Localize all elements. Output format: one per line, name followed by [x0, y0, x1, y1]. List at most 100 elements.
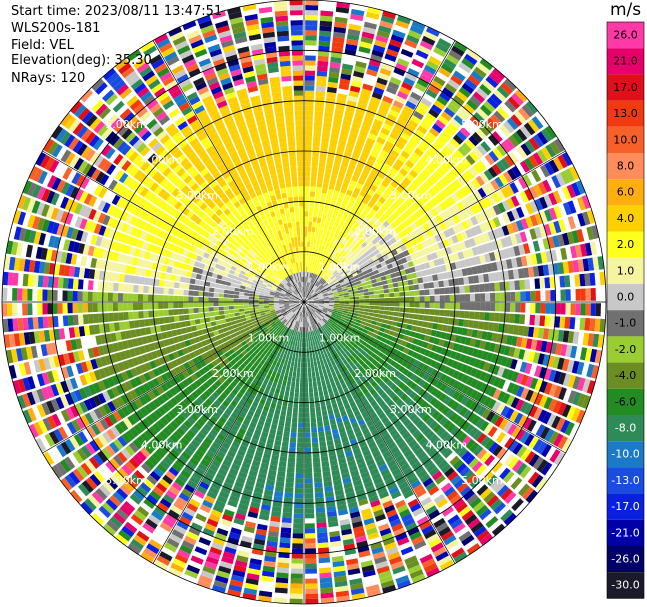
- range-gate: [333, 341, 339, 347]
- range-gate: [220, 463, 230, 472]
- range-gate: [332, 311, 338, 315]
- range-gate: [305, 553, 317, 559]
- range-gate: [509, 280, 516, 291]
- range-gate: [553, 138, 565, 153]
- range-gate: [380, 275, 387, 281]
- range-gate: [560, 419, 571, 434]
- range-gate: [414, 465, 425, 475]
- range-gate: [133, 510, 147, 522]
- range-gate: [351, 80, 362, 88]
- range-gate: [320, 287, 325, 291]
- range-gate: [393, 527, 406, 537]
- range-gate: [420, 455, 430, 465]
- range-gate: [386, 334, 394, 341]
- range-gate: [407, 247, 415, 255]
- range-gate: [289, 334, 293, 341]
- range-gate: [259, 353, 266, 359]
- range-gate: [463, 276, 470, 285]
- range-gate: [261, 575, 274, 583]
- range-gate: [322, 126, 331, 133]
- range-gate: [353, 222, 360, 229]
- range-gate: [455, 90, 468, 102]
- range-gate: [262, 355, 269, 361]
- range-gate: [495, 292, 501, 302]
- range-gate: [323, 116, 333, 123]
- range-gate: [379, 306, 385, 311]
- range-gate: [496, 403, 506, 415]
- range-gate: [337, 421, 344, 429]
- range-gate: [375, 377, 382, 384]
- range-gate: [203, 390, 212, 398]
- range-gate: [381, 404, 390, 412]
- range-gate: [318, 557, 331, 564]
- range-gate: [208, 445, 218, 455]
- range-gate: [325, 314, 331, 319]
- range-gate: [208, 513, 221, 523]
- range-gate: [506, 369, 515, 381]
- range-gate: [309, 300, 314, 302]
- range-gate: [430, 387, 439, 397]
- range-gate: [165, 470, 176, 481]
- range-gate: [310, 290, 315, 295]
- range-gate: [505, 236, 513, 247]
- range-gate: [326, 367, 331, 374]
- range-gate: [415, 488, 427, 498]
- range-gate: [396, 276, 403, 282]
- range-gate: [308, 303, 314, 306]
- range-gate: [493, 481, 506, 494]
- range-gate: [313, 286, 318, 291]
- range-gate: [333, 159, 342, 166]
- range-gate: [347, 289, 354, 293]
- range-gate: [356, 457, 365, 465]
- range-gate: [276, 572, 289, 579]
- range-gate: [305, 306, 308, 312]
- range-gate: [389, 360, 397, 367]
- range-gate: [435, 224, 443, 233]
- range-gate: [320, 266, 324, 272]
- range-gate: [381, 212, 389, 220]
- range-gate: [425, 444, 435, 454]
- range-gate: [423, 262, 431, 269]
- range-gate: [501, 393, 511, 404]
- range-gate: [172, 430, 183, 440]
- range-gate: [328, 148, 336, 155]
- range-gate: [202, 499, 213, 509]
- range-gate: [194, 409, 203, 418]
- range-gate: [307, 236, 311, 242]
- range-gate: [306, 311, 309, 317]
- range-gate: [245, 479, 255, 487]
- range-gate: [208, 394, 216, 403]
- range-gate: [304, 327, 306, 333]
- range-gate: [144, 459, 156, 470]
- range-gate: [394, 370, 402, 378]
- range-gate: [340, 129, 349, 137]
- range-gate: [315, 311, 320, 316]
- range-gate: [354, 484, 364, 492]
- range-gate: [148, 539, 162, 550]
- range-gate: [449, 286, 455, 294]
- range-gate: [169, 448, 180, 458]
- range-gate: [381, 192, 390, 200]
- range-gate: [247, 362, 253, 369]
- range-gate: [378, 196, 386, 204]
- range-gate: [390, 192, 398, 201]
- range-gate: [268, 433, 276, 440]
- range-gate: [382, 314, 389, 320]
- range-gate: [288, 396, 294, 403]
- range-gate: [343, 306, 349, 309]
- range-gate: [439, 287, 445, 295]
- range-gate: [229, 467, 239, 476]
- range-gate: [265, 384, 272, 392]
- range-gate: [482, 79, 495, 92]
- range-gate: [352, 255, 359, 261]
- range-gate: [377, 424, 386, 433]
- range-gate: [290, 324, 294, 330]
- range-gate: [314, 324, 318, 330]
- range-gate: [337, 268, 343, 274]
- range-gate: [329, 248, 334, 254]
- range-gate: [364, 366, 372, 373]
- range-gate: [307, 316, 310, 322]
- range-gate: [335, 228, 341, 235]
- range-gate: [500, 488, 513, 501]
- range-gate: [324, 329, 330, 335]
